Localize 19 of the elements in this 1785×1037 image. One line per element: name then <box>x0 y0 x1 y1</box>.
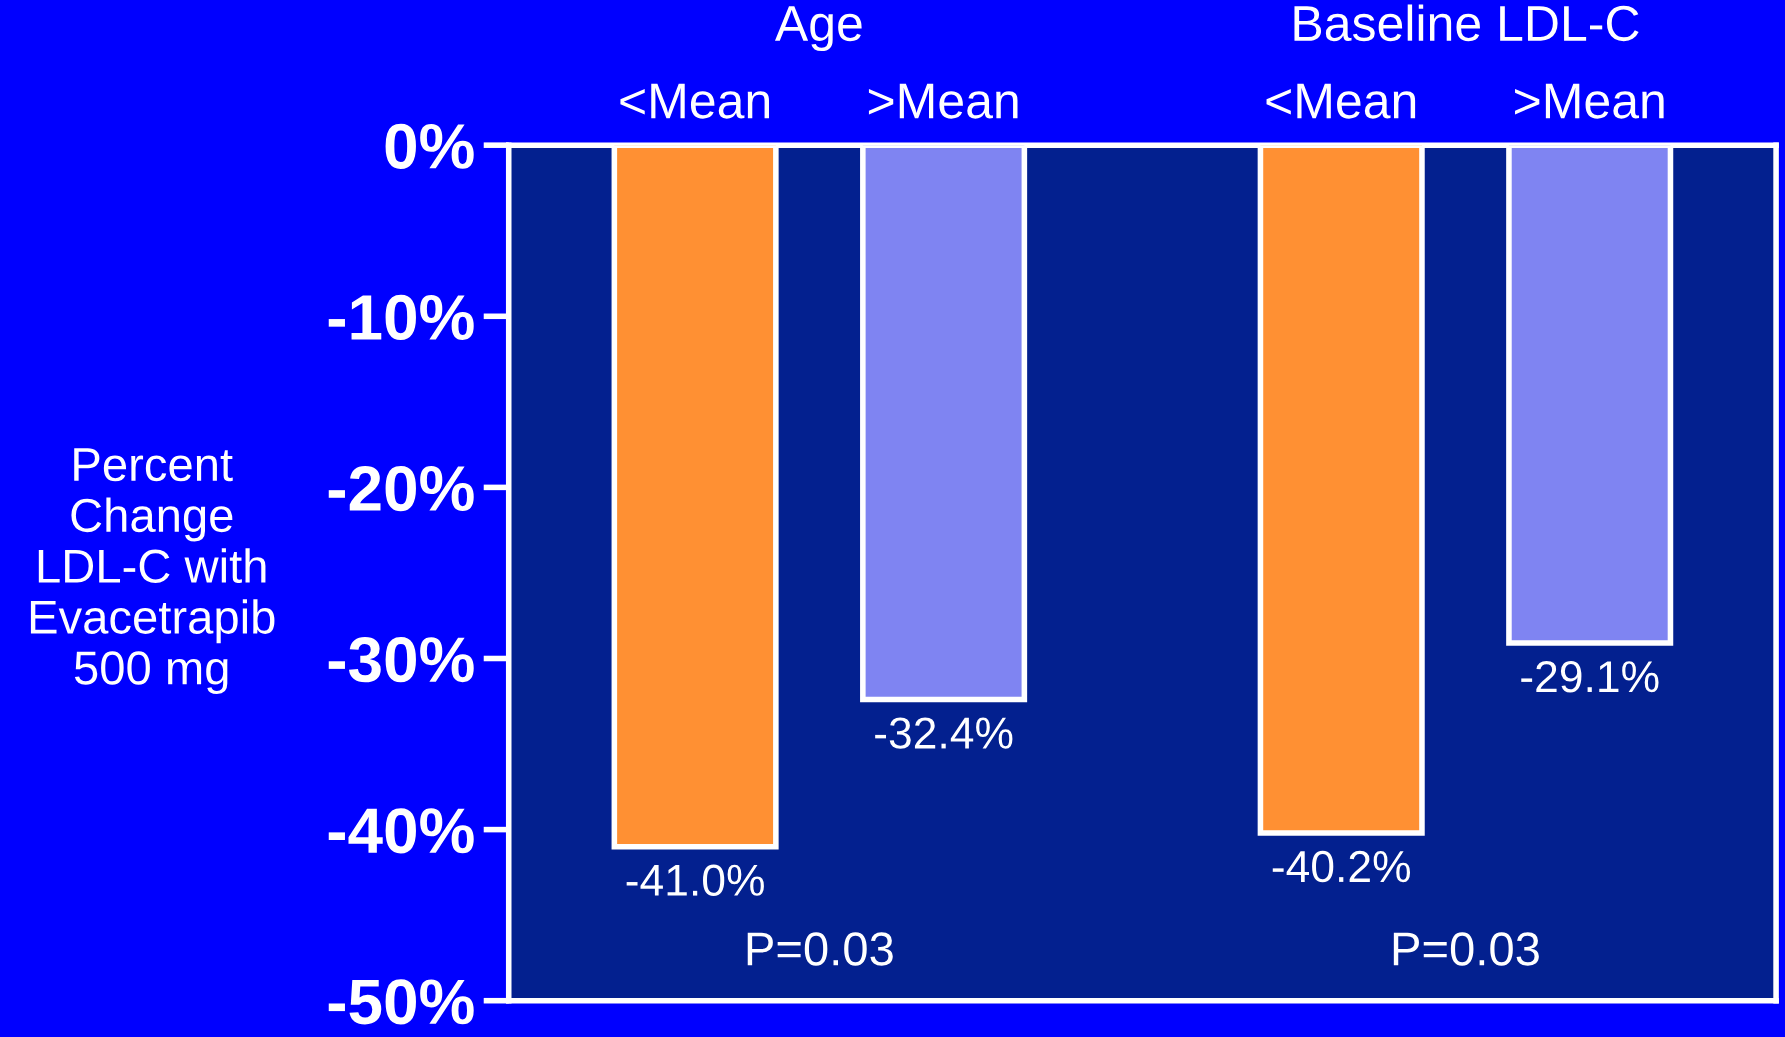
y-tick-label: -40% <box>328 808 474 854</box>
y-tick-label: -20% <box>328 465 474 512</box>
x-tick-label: <Mean <box>620 83 769 119</box>
x-tick-label: >Mean <box>1515 83 1664 119</box>
y-tick-label: -50% <box>328 979 474 1025</box>
data-label: -29.1% <box>1521 660 1659 693</box>
data-label: -40.2% <box>1272 850 1411 883</box>
y-tick-label: -10% <box>328 294 474 341</box>
annotation: P=0.03 <box>747 932 893 966</box>
data-label: -41.0% <box>626 864 764 897</box>
text: Baseline LDL-C <box>1294 4 1639 42</box>
annotation: P=0.03 <box>1393 932 1539 966</box>
y-axis-title: Percent Change LDL-C with Evacetrapib 500 mg <box>30 448 275 695</box>
x-tick-label: >Mean <box>868 83 1018 119</box>
text: Age <box>774 6 862 52</box>
y-tick-label: 0% <box>385 123 474 169</box>
data-label: -32.4% <box>875 717 1013 749</box>
y-tick-label: -30% <box>328 637 474 683</box>
x-tick-label: <Mean <box>1266 83 1416 119</box>
